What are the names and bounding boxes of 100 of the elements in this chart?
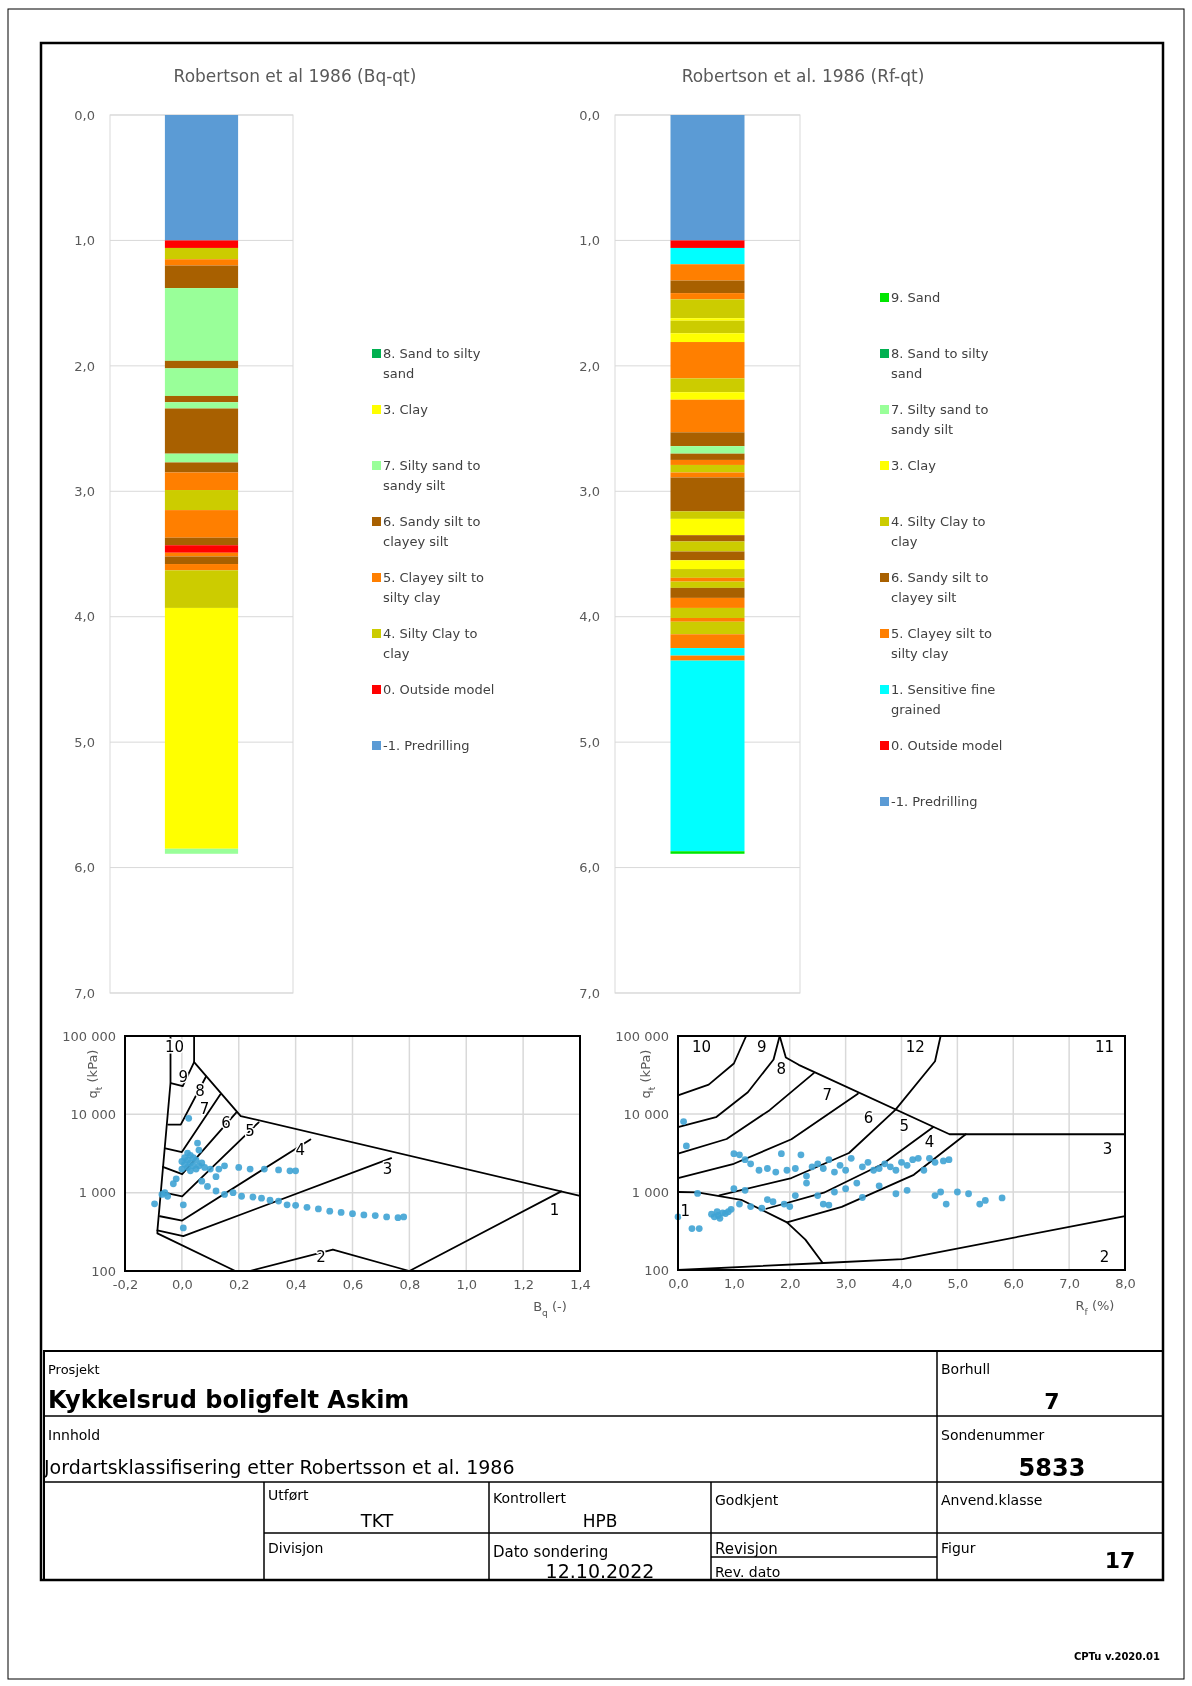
text: 12.10.2022 [545, 1560, 655, 1582]
text: Prosjekt [48, 1362, 100, 1377]
text: 17 [1104, 1548, 1136, 1573]
legend-label: 4. Silty Clay to clay [383, 626, 478, 661]
annotation: 9 [757, 1037, 767, 1056]
annotation: 6 [863, 1109, 874, 1128]
annotation: 10 [691, 1037, 712, 1056]
y-tick-label: 1 000 [631, 1184, 669, 1200]
legend-label: 6. Sandy silt to clayey silt [383, 514, 481, 549]
legend-label: 9. Sand [891, 290, 941, 305]
text: TKT [359, 1510, 395, 1531]
legend-label: 5. Clayey silt to silty clay [383, 570, 485, 605]
x-tick-label: -0,2 [112, 1277, 139, 1293]
y-tick-label: 6,0 [74, 860, 95, 876]
x-tick-label: 2,0 [779, 1276, 801, 1292]
legend-label: 3. Clay [891, 458, 937, 473]
annotation: 1 [549, 1201, 560, 1220]
chart-title: Robertson et al 1986 (Bq-qt) [173, 66, 417, 86]
x-tick-label: 0,2 [228, 1277, 250, 1293]
chart-title: Robertson et al. 1986 (Rf-qt) [681, 66, 925, 86]
y-tick-label: 0,0 [74, 107, 95, 123]
x-tick-label: 0,4 [285, 1277, 307, 1293]
x-tick-label: 1,2 [513, 1277, 534, 1293]
text: Godkjent [715, 1492, 779, 1508]
text: Anvend.klasse [941, 1492, 1043, 1508]
annotation: 3 [382, 1159, 393, 1178]
y-tick-label: 2,0 [579, 358, 600, 374]
legend-label: 4. Silty Clay to clay [891, 514, 986, 549]
annotation: 5 [899, 1117, 909, 1136]
y-tick-label: 7,0 [74, 985, 95, 1001]
legend-label: 3. Clay [383, 402, 429, 417]
legend-label: 1. Sensitive fine grained [891, 682, 996, 717]
x-tick-label: 0,8 [399, 1277, 421, 1293]
legend-label: 8. Sand to silty sand [383, 346, 481, 381]
y-tick-label: 4,0 [74, 609, 95, 625]
x-tick-label: 4,0 [891, 1276, 913, 1292]
text: 7 [1044, 1389, 1060, 1414]
y-tick-label: 0,0 [579, 107, 600, 123]
text: Kontrollert [493, 1490, 567, 1506]
y-tick-label: 100 [91, 1263, 116, 1279]
annotation: 4 [295, 1140, 305, 1159]
y-tick-label: 1,0 [74, 233, 95, 249]
text: Kykkelsrud boligfelt Askim [48, 1386, 410, 1414]
legend-label: 0. Outside model [383, 682, 495, 697]
legend-label: 8. Sand to silty sand [891, 346, 989, 381]
annotation: 2 [316, 1247, 326, 1266]
text: HPB [582, 1511, 618, 1531]
annotation: 1 [680, 1201, 690, 1220]
x-tick-label: 8,0 [1115, 1276, 1136, 1292]
x-tick-label: 1,0 [456, 1277, 478, 1293]
text: Jordartsklassifisering etter Robertsson et al. 1986 [43, 1456, 515, 1478]
text: Divisjon [268, 1540, 324, 1556]
legend-label: -1. Predrilling [383, 738, 470, 753]
legend-label: 7. Silty sand to sandy silt [383, 458, 481, 493]
x-tick-label: 1,0 [724, 1276, 745, 1292]
text: CPTu v.2020.01 [1073, 1651, 1161, 1662]
y-tick-label: 5,0 [579, 734, 600, 750]
y-tick-label: 1 000 [78, 1185, 116, 1201]
y-tick-label: 100 [644, 1262, 669, 1278]
annotation: 2 [1099, 1247, 1110, 1266]
legend-label: 5. Clayey silt to silty clay [891, 626, 993, 661]
text: Dato sondering [493, 1543, 609, 1561]
x-tick-label: 0,6 [342, 1277, 364, 1293]
text: Revisjon [715, 1540, 778, 1558]
y-tick-label: 100 000 [615, 1028, 669, 1044]
text: Utført [268, 1487, 309, 1503]
annotation: 11 [1094, 1037, 1114, 1056]
y-tick-label: 1,0 [579, 233, 600, 249]
annotation: 9 [178, 1068, 189, 1087]
text: Borhull [941, 1361, 991, 1377]
x-tick-label: 6,0 [1003, 1276, 1025, 1292]
text: Sondenummer [941, 1427, 1045, 1443]
legend-label: 6. Sandy silt to clayey silt [891, 570, 989, 605]
text: Rev. dato [715, 1564, 781, 1580]
y-tick-label: 100 000 [62, 1028, 116, 1044]
x-axis-title: B$_{q}$ (-) [533, 1299, 567, 1318]
x-tick-label: 0,0 [172, 1277, 193, 1293]
annotation: 4 [924, 1133, 935, 1152]
text: Innhold [48, 1427, 101, 1443]
legend-label: -1. Predrilling [891, 794, 978, 809]
legend-label: 0. Outside model [891, 738, 1003, 753]
y-tick-label: 7,0 [579, 985, 600, 1001]
y-tick-label: 10 000 [623, 1106, 669, 1122]
annotation: 12 [905, 1037, 925, 1056]
text: Figur [941, 1540, 976, 1556]
annotation: 8 [776, 1060, 787, 1079]
y-tick-label: 4,0 [579, 609, 600, 625]
y-tick-label: 6,0 [579, 860, 600, 876]
y-tick-label: 5,0 [74, 734, 95, 750]
legend-label: 7. Silty sand to sandy silt [891, 402, 989, 437]
annotation: 7 [822, 1086, 833, 1105]
y-tick-label: 3,0 [579, 483, 600, 499]
y-tick-label: 3,0 [74, 483, 95, 499]
text: 5833 [1018, 1454, 1086, 1482]
y-tick-label: 2,0 [74, 358, 95, 374]
y-tick-label: 10 000 [70, 1106, 116, 1122]
x-tick-label: 0,0 [668, 1276, 689, 1292]
x-tick-label: 1,4 [570, 1277, 591, 1293]
x-tick-label: 5,0 [947, 1276, 969, 1292]
x-tick-label: 3,0 [835, 1276, 857, 1292]
